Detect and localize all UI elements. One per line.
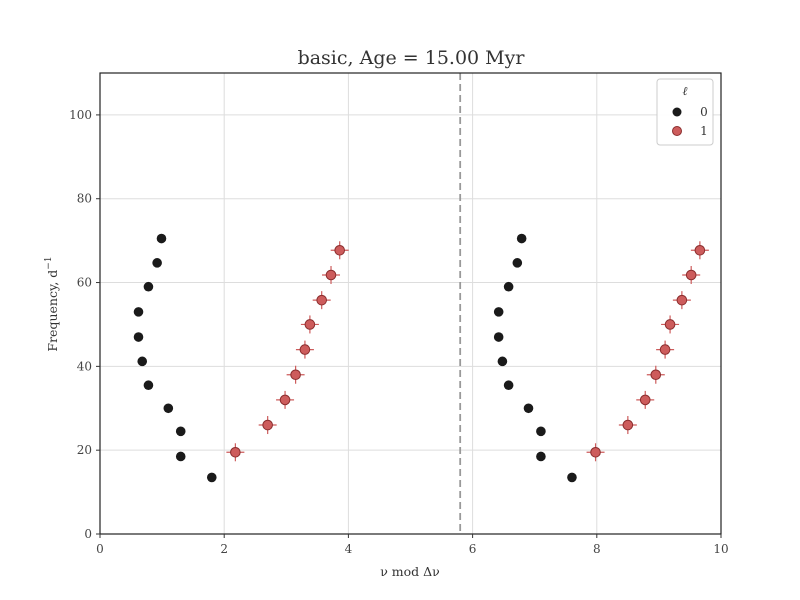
point-l1 (279, 394, 291, 406)
x-axis-ticks: 0 2 4 6 8 10 (96, 534, 729, 556)
point-l0 (143, 380, 154, 391)
legend-label-l1: 1 (700, 124, 708, 138)
point-l0 (175, 426, 186, 437)
point-l0 (503, 281, 514, 292)
y-tick-label: 20 (77, 443, 92, 457)
point-l0 (536, 426, 546, 437)
x-tick-label: 4 (345, 542, 353, 556)
y-axis-label-text: Frequency, d (45, 270, 60, 352)
point-l0 (503, 380, 514, 391)
legend: ℓ 0 1 (656, 78, 714, 146)
point-l1 (664, 319, 676, 330)
point-l0 (175, 451, 186, 462)
point-l1 (304, 319, 316, 330)
legend-marker-l0 (672, 107, 682, 117)
point-l0 (152, 258, 162, 268)
point-l1 (685, 269, 697, 281)
x-tick-label: 2 (220, 542, 228, 556)
point-l0 (206, 472, 217, 483)
point-l1 (694, 244, 706, 256)
point-l0 (497, 356, 508, 367)
point-l1 (262, 419, 273, 431)
point-l1 (325, 269, 337, 281)
legend-box (656, 78, 714, 146)
point-l1 (334, 244, 346, 256)
point-l1 (639, 394, 651, 406)
point-l1 (676, 294, 688, 306)
point-l0 (156, 233, 167, 244)
x-tick-label: 6 (469, 542, 477, 556)
point-l0 (567, 472, 577, 483)
point-l1 (299, 344, 311, 355)
y-axis-ticks: 0 20 40 60 80 100 (69, 108, 100, 541)
y-tick-label: 40 (77, 359, 92, 373)
point-l0 (493, 332, 504, 342)
point-l0 (516, 233, 527, 244)
y-tick-label: 60 (77, 276, 92, 290)
point-l0 (493, 307, 504, 317)
point-l0 (133, 307, 144, 317)
point-l1 (316, 294, 327, 306)
x-tick-label: 8 (593, 542, 601, 556)
data-markers (133, 233, 709, 483)
point-l0 (137, 356, 148, 367)
point-l1 (659, 344, 671, 355)
point-l0 (143, 281, 154, 292)
x-axis-label: ν mod Δν (380, 564, 440, 579)
y-tick-label: 80 (77, 192, 92, 206)
point-l1 (622, 419, 634, 431)
plot-frame (99, 72, 722, 535)
y-tick-label: 0 (84, 527, 92, 541)
point-l0 (523, 403, 534, 414)
point-l0 (512, 258, 523, 268)
chart-title: basic, Age = 15.00 Myr (298, 47, 526, 69)
legend-marker-l1 (672, 126, 682, 136)
point-l0 (133, 332, 144, 342)
point-l1 (590, 446, 601, 458)
x-tick-label: 0 (96, 542, 104, 556)
point-l0 (163, 403, 174, 414)
point-l0 (536, 451, 546, 462)
y-tick-label: 100 (69, 108, 92, 122)
grid (100, 73, 721, 534)
legend-label-l0: 0 (700, 105, 708, 119)
point-l1 (230, 446, 241, 458)
point-l1 (290, 369, 301, 381)
point-l1 (650, 369, 662, 381)
x-tick-label: 10 (713, 542, 728, 556)
y-axis-label: Frequency, d−1 (44, 256, 60, 351)
y-axis-label-exponent: −1 (44, 256, 54, 269)
legend-title: ℓ (683, 84, 688, 98)
